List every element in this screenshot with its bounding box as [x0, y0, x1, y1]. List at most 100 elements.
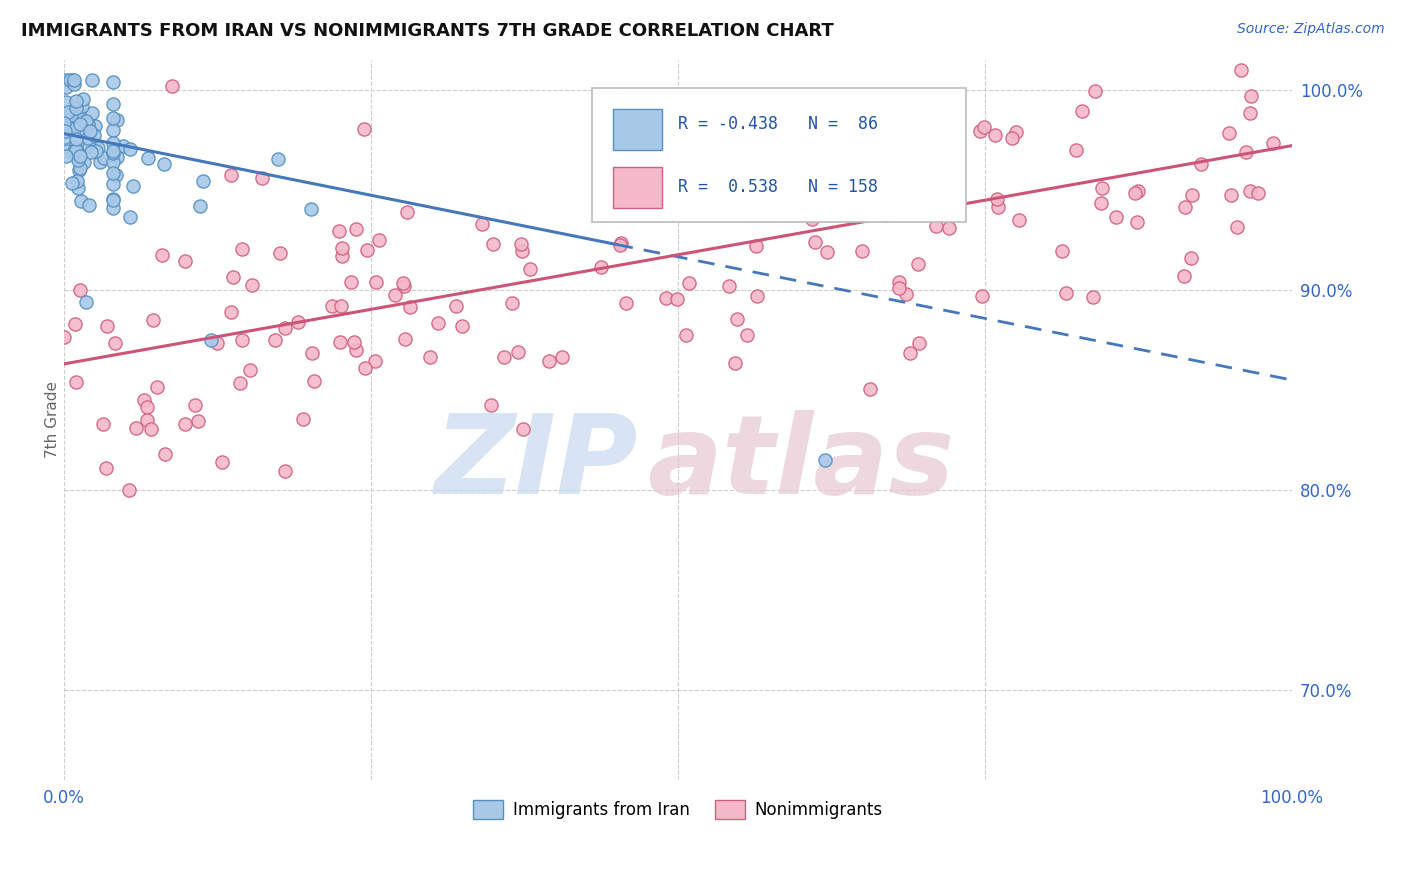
Point: [53, 129, 76, 144]
Point: [120, 142, 142, 156]
Point: [366, 275, 388, 289]
Text: atlas: atlas: [647, 409, 955, 516]
Point: [907, 256, 929, 270]
Point: [609, 235, 631, 250]
Point: [101, 146, 124, 161]
Point: [655, 291, 678, 305]
Point: [927, 136, 949, 150]
Point: [1218, 126, 1240, 140]
Point: [72, 92, 94, 106]
Point: [321, 299, 343, 313]
Point: [1226, 220, 1249, 235]
Point: [82, 106, 104, 120]
Point: [1180, 251, 1202, 265]
Point: [330, 241, 353, 255]
Point: [69, 117, 91, 131]
Point: [340, 276, 363, 290]
Point: [125, 421, 148, 435]
Point: [1173, 269, 1195, 284]
Point: [65, 143, 87, 157]
Point: [93, 151, 115, 165]
Point: [205, 336, 228, 351]
Point: [1090, 195, 1112, 210]
Point: [538, 354, 561, 368]
FancyBboxPatch shape: [592, 88, 966, 222]
Point: [55, 149, 77, 163]
Point: [187, 414, 209, 428]
Point: [101, 155, 124, 169]
Text: R =  0.538   N = 158: R = 0.538 N = 158: [678, 178, 877, 195]
Point: [984, 128, 1007, 142]
Point: [67, 163, 90, 178]
Point: [56, 145, 79, 159]
Point: [219, 168, 242, 182]
Text: ZIP: ZIP: [434, 409, 638, 516]
Point: [101, 97, 124, 112]
Point: [794, 203, 817, 218]
Point: [924, 219, 946, 233]
Point: [427, 316, 450, 330]
Point: [1054, 286, 1077, 301]
Point: [1005, 126, 1028, 140]
Point: [887, 281, 910, 295]
Point: [86, 141, 108, 155]
Point: [118, 483, 141, 498]
Point: [83, 128, 105, 142]
Point: [1064, 143, 1087, 157]
Point: [1081, 290, 1104, 304]
Point: [101, 177, 124, 191]
Point: [804, 235, 827, 250]
Point: [60, 73, 83, 87]
Point: [150, 248, 173, 262]
Point: [105, 113, 128, 128]
Point: [55, 73, 77, 87]
Point: [367, 233, 389, 247]
Point: [1240, 89, 1263, 103]
Point: [66, 117, 89, 131]
Point: [887, 275, 910, 289]
Point: [766, 154, 789, 169]
Point: [1125, 215, 1147, 229]
Point: [1239, 184, 1261, 198]
Point: [482, 236, 505, 251]
Point: [301, 346, 323, 360]
Point: [394, 332, 416, 346]
Point: [231, 333, 253, 347]
Point: [1230, 62, 1253, 77]
Point: [53, 330, 76, 344]
Point: [239, 362, 262, 376]
Point: [65, 95, 87, 109]
Point: [1247, 186, 1270, 201]
Point: [132, 392, 155, 407]
Point: [724, 355, 747, 369]
Point: [972, 289, 994, 303]
Point: [875, 208, 897, 222]
Point: [609, 238, 631, 252]
Point: [825, 144, 848, 158]
Point: [53, 116, 76, 130]
Point: [62, 122, 84, 136]
Point: [898, 346, 921, 360]
Point: [451, 319, 474, 334]
Point: [67, 124, 90, 138]
Point: [1126, 184, 1149, 198]
Point: [162, 78, 184, 93]
Point: [86, 144, 108, 158]
Point: [101, 201, 124, 215]
Point: [174, 253, 197, 268]
Point: [329, 335, 352, 350]
Point: [63, 78, 86, 92]
Point: [678, 277, 700, 291]
Point: [800, 212, 823, 227]
Point: [101, 144, 124, 158]
Point: [79, 198, 101, 212]
Point: [614, 295, 637, 310]
Point: [91, 417, 114, 431]
Point: [1001, 131, 1024, 145]
Point: [66, 105, 89, 120]
Point: [1071, 103, 1094, 118]
Point: [508, 345, 530, 359]
Point: [58, 110, 80, 124]
Point: [65, 375, 87, 389]
Point: [643, 198, 665, 212]
